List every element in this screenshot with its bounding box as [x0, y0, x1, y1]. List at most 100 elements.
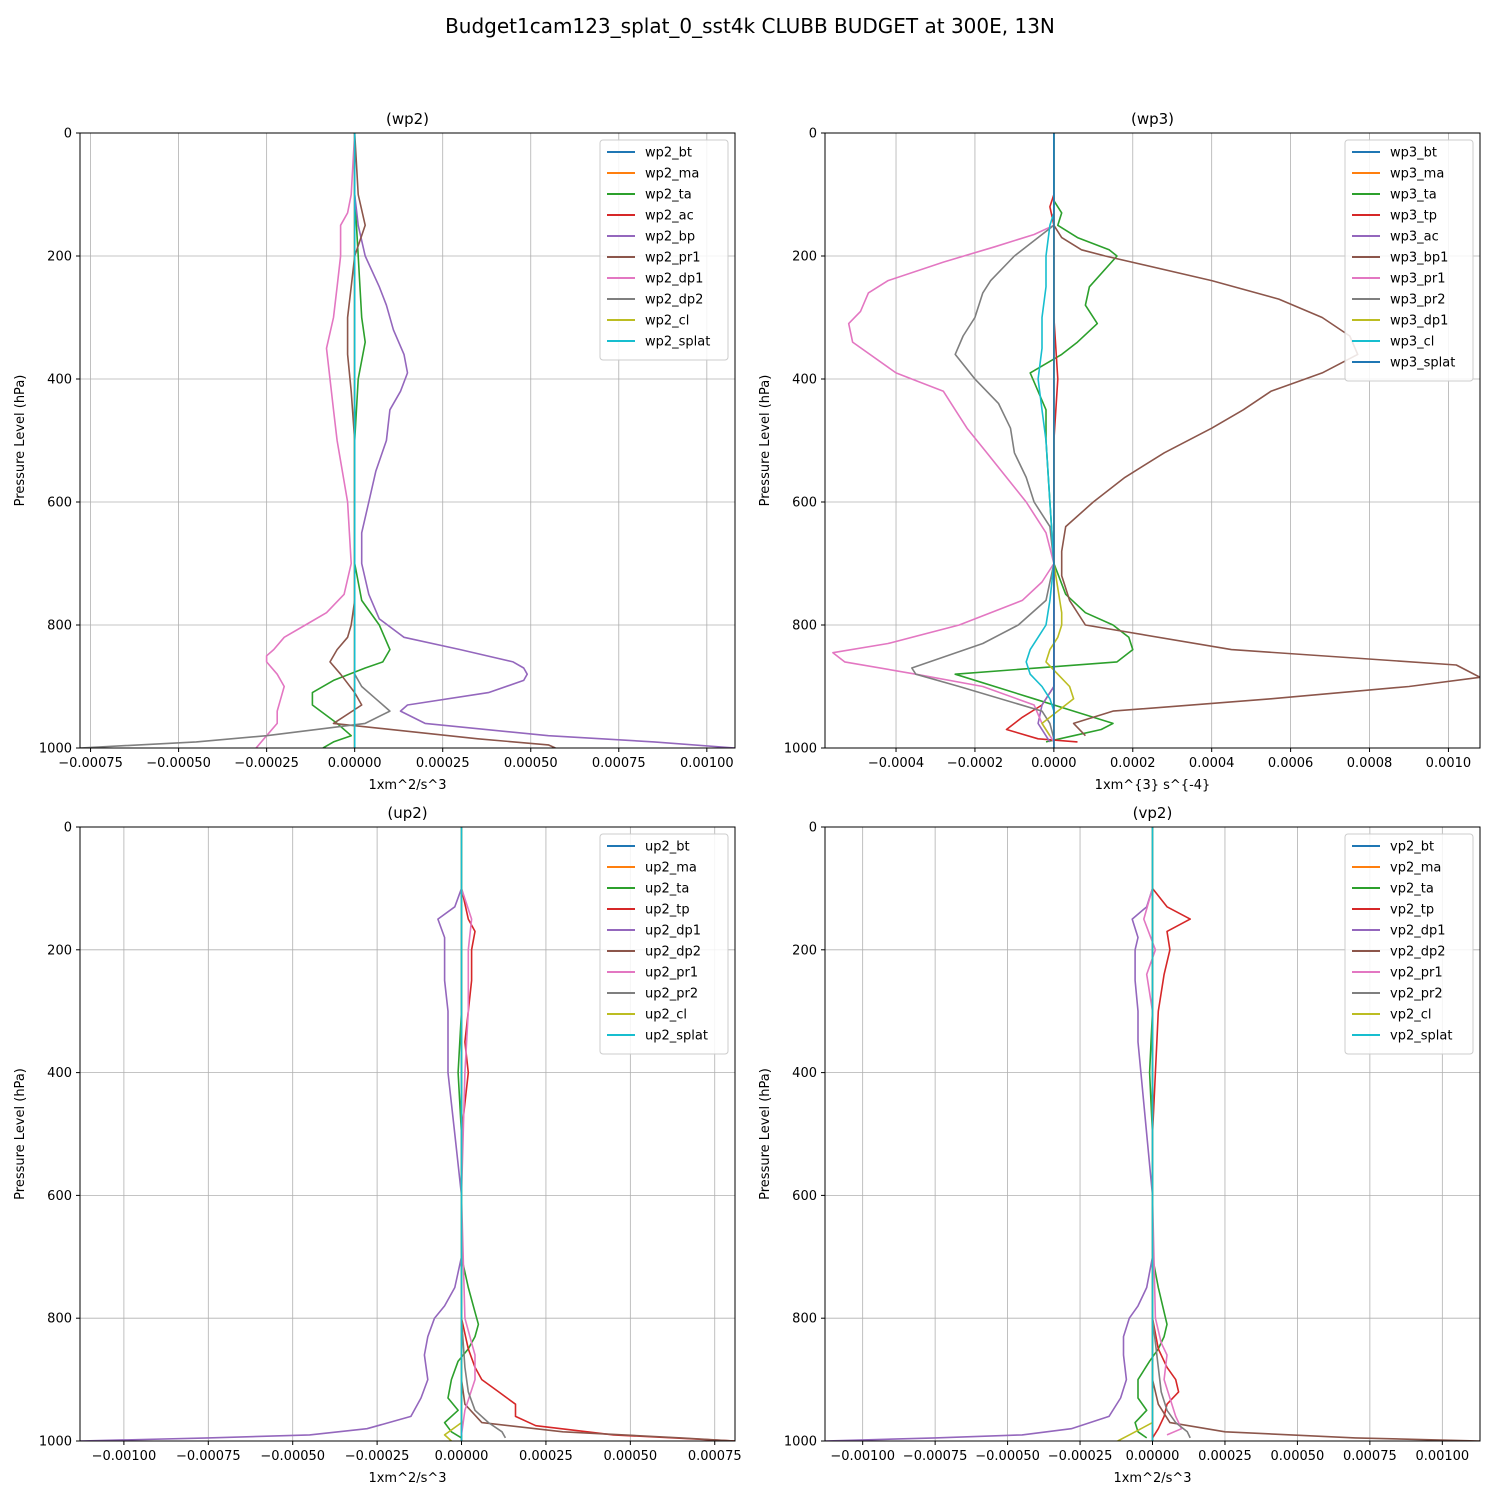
- legend-label: wp3_pr1: [1390, 272, 1446, 287]
- series-line-wp2_dp2: [80, 133, 391, 748]
- legend-label: up2_pr2: [645, 987, 698, 1002]
- x-tick-label: −0.00075: [176, 1449, 241, 1464]
- legend-label: vp2_splat: [1390, 1029, 1452, 1044]
- legend-label: wp3_bt: [1390, 146, 1437, 161]
- legend-label: wp2_ac: [645, 209, 694, 224]
- legend-label: wp3_cl: [1390, 335, 1434, 350]
- y-axis-label: Pressure Level (hPa): [13, 1068, 28, 1200]
- legend: up2_bt up2_ma up2_ta up2_tp up2_dp1 up2_dp2up…: [599, 833, 729, 1055]
- legend: wp3_bt wp3_ma wp3_ta wp3_tp wp3_ac wp3_bp1 wp3…: [1344, 139, 1474, 382]
- series-line-vp2_dp1: [825, 827, 1154, 1441]
- series-line-up2_dp1: [80, 827, 463, 1441]
- legend-label: up2_cl: [645, 1008, 687, 1023]
- x-tick-label: 0.00000: [328, 756, 382, 771]
- x-tick-label: 0.00075: [688, 1449, 742, 1464]
- legend-label: wp2_bp: [645, 230, 695, 245]
- x-tick-label: −0.00025: [234, 756, 299, 771]
- legend-label: up2_dp2: [645, 945, 701, 960]
- series-line-wp3_tp: [1005, 133, 1078, 743]
- legend-label: wp3_tp: [1390, 209, 1437, 224]
- x-tick-label: −0.00100: [830, 1449, 895, 1464]
- legend: wp2_bt wp2_ma wp2_ta wp2_ac wp2_bp wp2_pr1 wp2…: [599, 139, 729, 361]
- x-axis-label: 1xm^2/s^3: [368, 778, 446, 793]
- series-lines: [80, 827, 735, 1441]
- x-tick-label: −0.0004: [868, 756, 924, 771]
- legend-label: up2_splat: [645, 1029, 708, 1044]
- series-lines: [832, 133, 1480, 748]
- panel-title: (wp3): [1131, 110, 1174, 128]
- y-tick-label: 400: [792, 373, 817, 388]
- legend-label: up2_ta: [645, 882, 689, 897]
- y-axis-label: Pressure Level (hPa): [758, 1068, 773, 1200]
- y-axis-label: Pressure Level (hPa): [758, 375, 773, 507]
- y-tick-label: 1000: [39, 742, 72, 757]
- x-tick-label: 0.00025: [519, 1449, 573, 1464]
- legend-label: up2_pr1: [645, 966, 698, 981]
- x-tick-label: 0.00075: [1343, 1449, 1397, 1464]
- legend-label: vp2_ma: [1390, 861, 1441, 876]
- chart-panel-4: −0.00100 −0.00075 −0.00050 −0.00025 0.00000 0…: [758, 804, 1481, 1486]
- legend-label: vp2_pr2: [1390, 987, 1443, 1002]
- legend-label: wp2_pr1: [645, 251, 701, 266]
- legend-label: wp3_dp1: [1390, 314, 1448, 329]
- legend-label: wp2_dp1: [645, 272, 703, 287]
- legend-label: wp2_cl: [645, 314, 689, 329]
- legend-label: wp3_ta: [1390, 188, 1437, 203]
- x-tick-label: −0.00075: [58, 756, 123, 771]
- x-tick-label: 0.00050: [603, 1449, 657, 1464]
- x-tick-label: −0.00050: [146, 756, 211, 771]
- series-line-wp2_ta: [311, 133, 391, 748]
- chart-panel-1: −0.00075 −0.00050 −0.00025 0.00000 0.00025 0.…: [13, 110, 736, 793]
- x-tick-label: 0.00075: [592, 756, 646, 771]
- x-tick-label: 0.0006: [1268, 756, 1314, 771]
- legend-label: vp2_cl: [1390, 1008, 1431, 1023]
- legend: vp2_bt vp2_ma vp2_ta vp2_tp vp2_dp1 vp2_dp2vp…: [1344, 833, 1474, 1055]
- x-tick-label: 0.0000: [1031, 756, 1077, 771]
- y-tick-label: 600: [792, 496, 817, 511]
- legend-label: wp2_ma: [645, 167, 699, 182]
- legend-label: wp3_ac: [1390, 230, 1439, 245]
- legend-label: vp2_bt: [1390, 840, 1434, 855]
- y-tick-label: 1000: [784, 742, 817, 757]
- chart-panel-2: −0.0004 −0.0002 0.0000 0.0002 0.0004 0.0006 0.…: [758, 110, 1481, 793]
- y-tick-label: 0: [64, 821, 72, 836]
- x-tick-label: 0.00025: [416, 756, 470, 771]
- x-tick-label: 0.00050: [504, 756, 558, 771]
- series-line-wp3_cl: [1025, 133, 1055, 724]
- y-tick-label: 1000: [784, 1435, 817, 1450]
- legend-label: vp2_ta: [1390, 882, 1434, 897]
- series-line-vp2_pr1: [1143, 827, 1183, 1436]
- x-tick-label: −0.00050: [260, 1449, 325, 1464]
- series-line-wp3_ta: [954, 133, 1134, 743]
- plot-frame: [79, 826, 736, 1442]
- x-axis-label: 1xm^{3} s^{-4}: [1095, 778, 1211, 793]
- x-tick-label: −0.0002: [947, 756, 1003, 771]
- y-tick-label: 800: [47, 1312, 72, 1327]
- series-line-wp2_dp1: [255, 133, 356, 748]
- legend-label: wp3_splat: [1390, 356, 1455, 371]
- series-line-wp3_bp1: [1053, 133, 1480, 737]
- x-tick-label: 0.00050: [1271, 1449, 1325, 1464]
- panel-title: (vp2): [1133, 804, 1173, 822]
- series-line-wp2_bp: [353, 133, 735, 748]
- y-tick-label: 0: [809, 127, 817, 142]
- x-tick-label: −0.00025: [1048, 1449, 1113, 1464]
- legend-label: wp2_bt: [645, 146, 692, 161]
- legend-label: wp2_splat: [645, 335, 710, 350]
- panel-title: (wp2): [386, 110, 429, 128]
- plot-frame: [824, 132, 1481, 749]
- y-tick-label: 200: [47, 250, 72, 265]
- legend-label: up2_dp1: [645, 924, 701, 939]
- x-axis-label: 1xm^2/s^3: [368, 1471, 446, 1486]
- y-tick-label: 1000: [39, 1435, 72, 1450]
- y-tick-label: 400: [47, 373, 72, 388]
- chart-panel-3: −0.00100 −0.00075 −0.00050 −0.00025 0.00000 0…: [13, 804, 742, 1486]
- legend-label: wp3_pr2: [1390, 293, 1446, 308]
- x-tick-label: 0.0004: [1189, 756, 1235, 771]
- x-axis-label: 1xm^2/s^3: [1113, 1471, 1191, 1486]
- legend-label: up2_tp: [645, 903, 690, 918]
- y-tick-label: 400: [792, 1066, 817, 1081]
- y-tick-label: 600: [47, 496, 72, 511]
- x-tick-label: 0.00025: [1198, 1449, 1252, 1464]
- legend-label: wp2_ta: [645, 188, 692, 203]
